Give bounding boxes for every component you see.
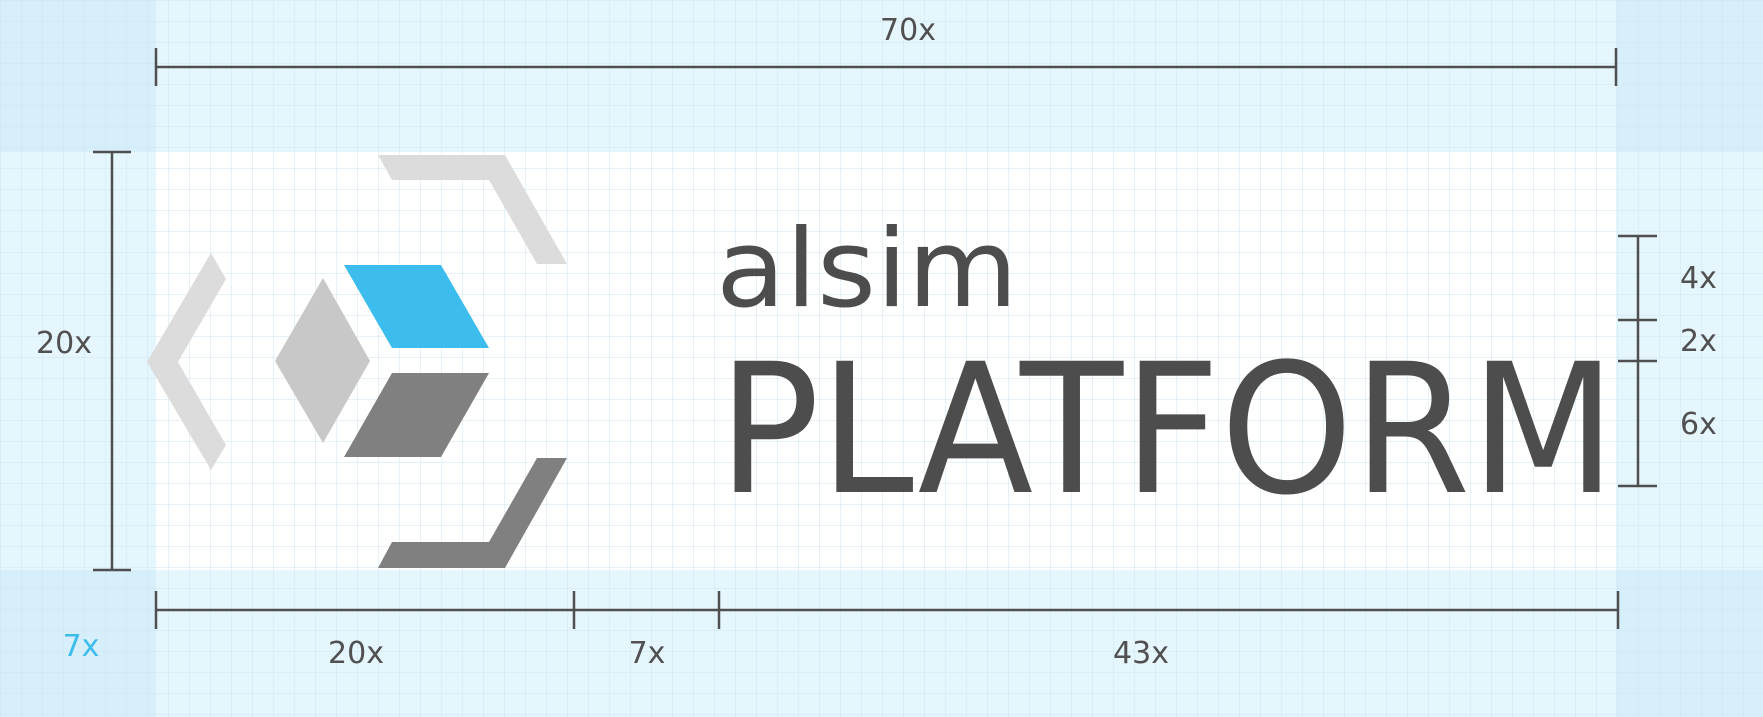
label-left-height: 20x <box>36 326 92 361</box>
dimension-right <box>1618 234 1657 488</box>
dimension-top-total <box>154 48 1618 86</box>
cube-face-bottom <box>344 373 489 457</box>
dimension-left-height <box>93 150 131 572</box>
label-right-lower: 6x <box>1680 407 1717 442</box>
logo-icon <box>147 155 567 568</box>
top-bracket-icon <box>378 155 567 264</box>
cube-face-top <box>344 265 489 348</box>
label-margin: 7x <box>63 629 100 664</box>
bottom-bracket-icon <box>378 458 567 568</box>
label-bottom-text: 43x <box>1113 636 1169 671</box>
dimension-lines <box>93 48 1657 629</box>
label-right-upper: 4x <box>1680 261 1717 296</box>
isometric-cube-icon <box>275 265 489 457</box>
wordmark-large: PLATFORM <box>718 326 1616 535</box>
cube-face-left <box>275 278 370 443</box>
dimension-labels: 70x 20x 7x 20x 7x 43x 4x 2x 6x <box>36 13 1717 671</box>
wordmark-small: alsim <box>716 207 1018 332</box>
label-top-total: 70x <box>880 13 936 48</box>
dimension-bottom <box>154 591 1620 629</box>
left-chevron-icon <box>147 253 226 470</box>
label-bottom-icon: 20x <box>328 636 384 671</box>
label-bottom-gap: 7x <box>629 636 666 671</box>
wordmark: alsim PLATFORM <box>716 207 1616 535</box>
label-right-middle: 2x <box>1680 324 1717 359</box>
